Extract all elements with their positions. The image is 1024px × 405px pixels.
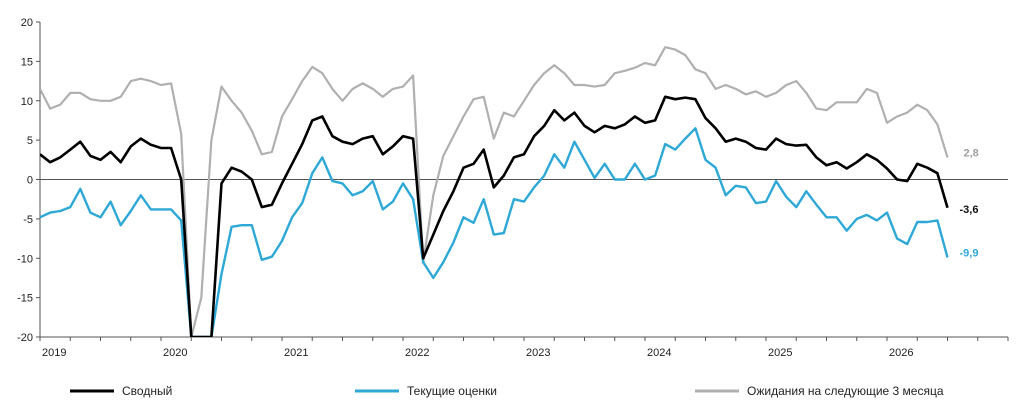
- y-tick-label: 5: [27, 135, 33, 147]
- end-label-2: 2,8: [964, 147, 979, 159]
- x-tick-label: 2022: [405, 347, 429, 359]
- y-tick-label: 10: [21, 96, 33, 108]
- series-line-1: [40, 127, 949, 337]
- end-label-1: -9,9: [960, 247, 979, 259]
- series-lines: [40, 46, 949, 337]
- axes: 20 15 10 5 0 -5 -10 -15 -20 2019 2020 2021 2022 2023 2…: [17, 17, 1009, 359]
- x-tick-label: 2019: [42, 347, 66, 359]
- end-label-0: -3,6: [960, 204, 979, 216]
- x-tick-label: 2024: [647, 347, 671, 359]
- x-tick-label: 2021: [284, 347, 308, 359]
- legend: Сводный Текущие оценки Ожидания на следующ…: [70, 384, 944, 398]
- x-tick-label: 2025: [768, 347, 792, 359]
- legend-label-2: Ожидания на следующие 3 месяца: [747, 384, 944, 398]
- y-tick-label: 15: [21, 56, 33, 68]
- x-tick-label: 2023: [526, 347, 550, 359]
- y-tick-label: -5: [23, 214, 33, 226]
- legend-label-0: Сводный: [122, 384, 172, 398]
- legend-label-1: Текущие оценки: [407, 384, 497, 398]
- y-tick-label: -10: [17, 253, 33, 265]
- y-tick-label: 0: [27, 175, 33, 187]
- y-tick-label: -20: [17, 332, 33, 344]
- y-tick-label: -15: [17, 293, 33, 305]
- y-tick-label: 20: [21, 17, 33, 29]
- x-tick-label: 2026: [889, 347, 913, 359]
- x-tick-label: 2020: [163, 347, 187, 359]
- series-line-0: [40, 95, 949, 337]
- end-labels: -3,6 -9,9 2,8: [960, 147, 979, 259]
- series-line-2: [40, 46, 949, 337]
